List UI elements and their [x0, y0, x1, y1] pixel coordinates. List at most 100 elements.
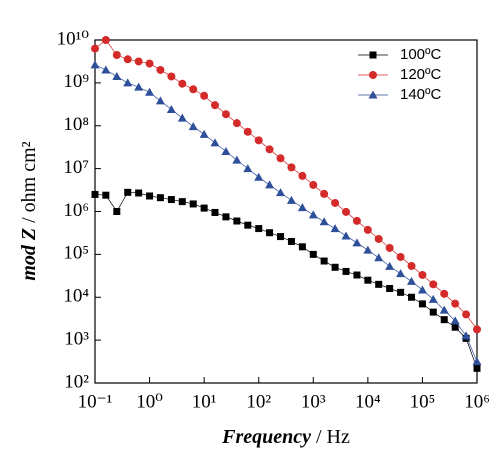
series-line	[94, 39, 478, 330]
marker	[156, 194, 164, 202]
marker	[167, 196, 175, 204]
marker	[266, 229, 274, 237]
y-label-unit: / ohm cm²	[18, 141, 40, 223]
y-tick-label: 10³	[64, 328, 89, 349]
legend-label: 120ºC	[400, 66, 442, 83]
x-tick-label: 10⁴	[355, 391, 381, 412]
marker	[385, 261, 395, 270]
series-line	[94, 64, 478, 362]
marker	[309, 180, 318, 189]
marker	[451, 299, 460, 308]
x-tick-label: 10¹	[192, 391, 217, 412]
marker	[102, 191, 110, 199]
marker	[211, 208, 219, 216]
marker	[287, 163, 296, 172]
marker	[123, 55, 132, 64]
marker	[243, 127, 252, 136]
marker	[265, 145, 274, 154]
marker	[472, 357, 482, 366]
marker	[135, 189, 143, 197]
marker	[298, 243, 306, 251]
marker	[91, 190, 99, 198]
marker	[374, 253, 384, 262]
y-tick-label: 10⁵	[63, 243, 89, 264]
x-tick-label: 10⁶	[464, 391, 490, 412]
marker	[440, 316, 448, 324]
marker	[255, 225, 263, 233]
marker	[397, 288, 405, 296]
marker	[353, 271, 361, 279]
marker	[243, 164, 253, 173]
marker	[112, 71, 122, 80]
x-tick-label: 10⁻¹	[78, 391, 113, 412]
marker	[407, 261, 416, 270]
marker	[352, 238, 362, 247]
legend-label: 140ºC	[400, 86, 442, 103]
marker	[265, 180, 275, 189]
marker	[232, 119, 241, 128]
marker	[167, 72, 176, 81]
legend-marker	[369, 71, 377, 79]
marker	[450, 316, 460, 325]
marker	[286, 195, 296, 204]
marker	[233, 217, 241, 225]
marker	[319, 217, 329, 226]
marker	[146, 192, 154, 200]
legend-marker	[368, 90, 378, 99]
marker	[341, 231, 351, 240]
x-label-main: Frequency	[221, 426, 311, 448]
marker	[363, 245, 373, 254]
marker	[440, 289, 449, 298]
x-tick-label: 10²	[246, 391, 271, 412]
marker	[407, 276, 417, 285]
marker	[134, 57, 143, 66]
marker	[473, 364, 481, 372]
marker	[276, 188, 286, 197]
y-axis-label: mod Z / ohm cm²	[18, 141, 40, 280]
marker	[254, 136, 263, 145]
marker	[200, 91, 209, 100]
marker	[298, 171, 307, 180]
marker	[178, 79, 187, 88]
x-axis-label: Frequency / Hz	[221, 426, 350, 448]
marker	[91, 44, 99, 53]
marker	[210, 138, 220, 147]
marker	[113, 208, 121, 215]
x-tick-label: 10⁰	[136, 391, 163, 412]
marker	[396, 252, 405, 261]
marker	[221, 110, 230, 119]
marker	[428, 294, 438, 303]
marker	[232, 155, 242, 164]
marker	[374, 234, 383, 243]
x-tick-label: 10⁵	[410, 391, 436, 412]
marker	[451, 323, 459, 331]
y-label-main: mod Z	[18, 228, 40, 281]
marker	[331, 198, 340, 207]
marker	[178, 198, 186, 206]
marker	[308, 210, 318, 219]
marker	[145, 87, 155, 96]
marker	[276, 154, 285, 163]
marker	[200, 204, 208, 212]
marker	[364, 276, 372, 284]
marker	[189, 85, 198, 94]
marker	[123, 78, 133, 87]
marker	[342, 267, 350, 275]
marker	[134, 82, 144, 91]
marker	[277, 233, 285, 241]
marker	[331, 263, 339, 271]
y-tick-label: 10⁸	[63, 114, 89, 135]
marker	[462, 310, 471, 319]
marker	[320, 189, 329, 198]
y-tick-label: 10⁷	[63, 157, 89, 178]
marker	[352, 216, 361, 225]
marker	[375, 280, 383, 288]
y-tick-label: 10²	[64, 371, 89, 392]
marker	[320, 257, 328, 265]
marker	[221, 146, 231, 155]
marker	[461, 331, 471, 340]
marker	[418, 300, 426, 308]
marker	[385, 243, 394, 252]
marker	[297, 203, 307, 212]
marker	[429, 308, 437, 316]
